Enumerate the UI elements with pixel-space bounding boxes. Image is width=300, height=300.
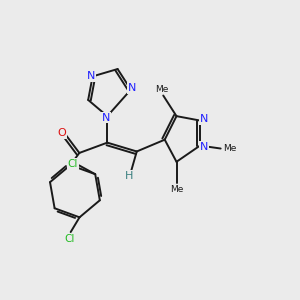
Text: N: N <box>87 71 95 81</box>
Text: N: N <box>128 83 136 93</box>
Text: Me: Me <box>170 185 184 194</box>
Text: N: N <box>200 114 208 124</box>
Text: N: N <box>102 112 110 123</box>
Text: Cl: Cl <box>64 233 74 244</box>
Text: Me: Me <box>155 85 169 94</box>
Text: Me: Me <box>223 144 236 153</box>
Text: N: N <box>200 142 208 152</box>
Text: H: H <box>125 171 134 181</box>
Text: Cl: Cl <box>68 159 78 169</box>
Text: O: O <box>57 128 66 138</box>
